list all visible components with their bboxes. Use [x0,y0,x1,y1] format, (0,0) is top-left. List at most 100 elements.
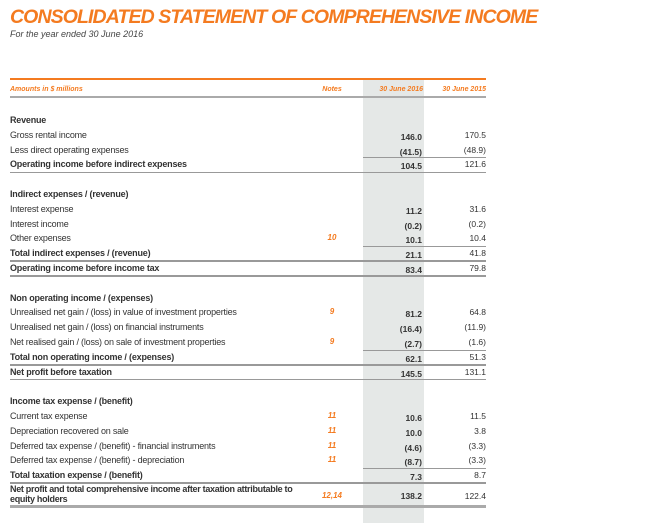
value-2016: 81.2 [405,309,422,320]
page-title: CONSOLIDATED STATEMENT OF COMPREHENSIVE … [10,6,538,28]
row-label: Total taxation expense / (benefit) [10,470,143,481]
table-row: Depreciation recovered on sale 11 10.0 3.8 [10,424,486,439]
value-2016: (16.4) [399,324,422,335]
note-ref: 11 [327,425,337,435]
amounts-header: Amounts in $ millions [10,86,83,93]
section-heading: Indirect expenses / (revenue) [10,187,486,202]
row-label: Less direct operating expenses [10,144,129,155]
table-row: Interest income (0.2) (0.2) [10,217,486,232]
value-2015: 10.4 [469,233,486,244]
value-2015: 31.6 [469,203,486,214]
section-heading: Revenue [10,113,486,128]
table-row: Unrealised net gain / (loss) on financia… [10,320,486,335]
table-row: Deferred tax expense / (benefit) - finan… [10,439,486,454]
row-label: Unrealised net gain / (loss) in value of… [10,307,237,318]
table-row: Net realised gain / (loss) on sale of in… [10,335,486,350]
row-label: Total indirect expenses / (revenue) [10,248,151,259]
value-2016: (4.6) [404,442,422,453]
value-2016: 104.5 [400,161,422,172]
value-2016: 7.3 [410,472,422,483]
value-2015: (0.2) [468,218,486,229]
note-ref: 12,14 [321,490,343,500]
col-2015-header: 30 June 2015 [442,86,486,93]
page-subtitle: For the year ended 30 June 2016 [10,29,144,39]
current-year-column-shading [363,79,424,523]
row-label: Operating income before indirect expense… [10,159,187,170]
value-2016: 11.2 [405,205,422,216]
note-ref: 11 [327,455,337,465]
row-label: Unrealised net gain / (loss) on financia… [10,322,204,333]
value-2015: 122.4 [464,490,486,501]
value-2015: 64.8 [469,307,486,318]
value-2016: 10.1 [405,235,422,246]
value-2015: 11.5 [470,410,486,421]
table-row: Total indirect expenses / (revenue) 21.1 4… [10,246,486,262]
notes-header: Notes [322,86,342,93]
value-2015: (3.3) [468,440,486,451]
row-label: Interest expense [10,203,74,214]
row-label: Gross rental income [10,129,87,140]
row-label: Deferred tax expense / (benefit) - depre… [10,455,185,466]
table-row: Operating income before indirect expense… [10,157,486,173]
row-label: Net realised gain / (loss) on sale of in… [10,336,226,347]
note-ref: 9 [329,336,335,346]
table-row: Net profit and total comprehensive incom… [10,483,486,508]
section-heading: Non operating income / (expenses) [10,291,486,306]
row-label: Depreciation recovered on sale [10,425,129,436]
table-row: Less direct operating expenses (41.5) (48.… [10,143,486,158]
value-2016: (8.7) [404,457,422,468]
spacer-row [10,172,486,187]
value-2016: 62.1 [405,353,422,364]
row-label: Income tax expense / (benefit) [10,396,133,407]
row-label: Operating income before income tax [10,262,160,273]
value-2015: 121.6 [464,159,486,170]
row-label: Deferred tax expense / (benefit) - finan… [10,440,216,451]
value-2015: (48.9) [463,144,486,155]
value-2015: 51.3 [469,351,486,362]
note-ref: 11 [327,410,337,420]
row-label: Revenue [10,115,47,125]
value-2015: (1.6) [468,336,486,347]
row-label: Net profit and total comprehensive incom… [10,483,293,504]
note-ref: 9 [329,307,335,317]
row-label: Indirect expenses / (revenue) [10,188,129,199]
value-2015: 41.8 [469,248,486,259]
table-row: Current tax expense 11 10.6 11.5 [10,409,486,424]
row-label: Interest income [10,218,69,229]
spacer-row [10,379,486,394]
table-row: Net profit before taxation 145.5 131.1 [10,365,486,381]
table-row: Total non operating income / (expenses) 6… [10,349,486,366]
value-2015: 3.8 [474,425,486,436]
value-2016: 83.4 [405,264,422,275]
value-2016: 10.6 [405,412,422,423]
table-row: Operating income before income tax 83.4 79… [10,261,486,277]
value-2016: (2.7) [404,338,422,349]
header-bottom-rule [10,96,486,98]
value-2016: (41.5) [399,146,422,157]
row-label: Total non operating income / (expenses) [10,351,175,362]
value-2016: 145.5 [400,368,422,379]
value-2016: 10.0 [405,427,422,438]
table-row: Gross rental income 146.0 170.5 [10,128,486,143]
note-ref: 10 [327,233,337,243]
row-label: Other expenses [10,233,71,244]
spacer-row [10,276,486,291]
value-2015: 131.1 [464,366,486,377]
table-row: Unrealised net gain / (loss) in value of… [10,305,486,320]
row-label: Net profit before taxation [10,366,112,377]
row-label: Current tax expense [10,410,88,421]
section-heading: Income tax expense / (benefit) [10,394,486,409]
statement-table: Revenue Gross rental income 146.0 170.5 Less… [10,113,486,508]
header-top-rule [10,78,486,80]
value-2015: (3.3) [468,455,486,466]
value-2016: 146.0 [400,131,422,142]
value-2015: 170.5 [464,129,486,140]
value-2015: (11.9) [464,322,486,333]
table-row: Total taxation expense / (benefit) 7.3 8.7 [10,468,486,484]
col-2016-header: 30 June 2016 [379,86,423,93]
value-2016: 21.1 [405,250,422,261]
table-row: Other expenses 10 10.1 10.4 [10,231,486,246]
value-2015: 8.7 [474,470,486,481]
table-row: Interest expense 11.2 31.6 [10,202,486,217]
value-2016: 138.2 [400,490,422,501]
